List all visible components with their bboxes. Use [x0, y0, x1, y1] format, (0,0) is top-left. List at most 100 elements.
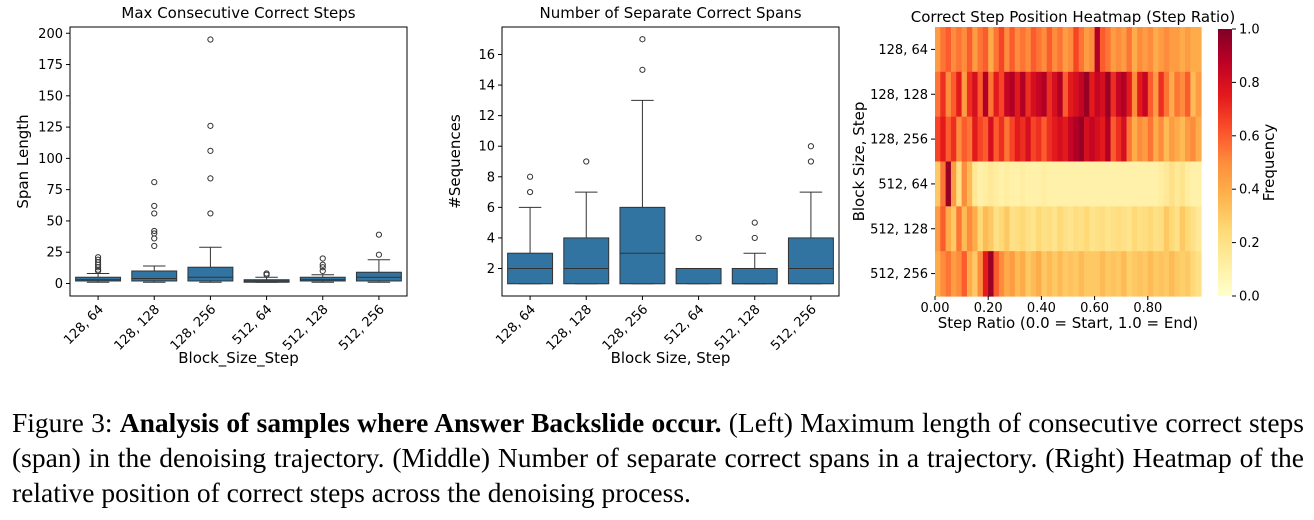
colorbar-label: Frequency — [1260, 124, 1278, 202]
heatmap-cell — [1073, 27, 1080, 73]
caption-bold: Analysis of samples where Answer Backsli… — [119, 407, 722, 438]
heatmap-cell — [935, 161, 941, 207]
heatmap-cell — [950, 27, 957, 73]
heatmap-cell — [1163, 161, 1170, 207]
box — [619, 206, 666, 285]
colorbar-tick-label: 0.6 — [1239, 129, 1260, 144]
heatmap-cell — [1190, 116, 1197, 163]
heatmap-cell — [1126, 206, 1133, 252]
heatmap-cell — [1142, 71, 1149, 118]
heatmap-cell — [1025, 71, 1032, 118]
x-tick-label: 0.20 — [974, 301, 1003, 316]
heatmap-cell — [1131, 116, 1138, 163]
y-tick-label: 50 — [46, 214, 63, 229]
heatmap-cell — [1094, 251, 1101, 297]
heatmap-cell — [1036, 71, 1042, 118]
outlier-point — [207, 36, 214, 43]
heatmap-cell — [1052, 116, 1058, 163]
y-tick-label: 25 — [46, 246, 63, 261]
y-axis-label: Span Length — [14, 114, 32, 208]
heatmap-cell — [1099, 27, 1106, 73]
heatmap-cell — [1158, 161, 1165, 207]
heatmap-cell — [1036, 161, 1042, 207]
heatmap-cell — [1089, 206, 1096, 252]
x-tick-label: 512, 128 — [712, 302, 764, 354]
outlier-point — [151, 227, 158, 235]
heatmap-cell — [1147, 206, 1154, 252]
heatmap-cell — [1153, 161, 1160, 207]
outlier-point — [151, 230, 158, 237]
outlier-point — [151, 179, 158, 186]
heatmap-cell — [1025, 206, 1032, 252]
x-tick-label: 512, 64 — [230, 302, 276, 348]
heatmap-cell — [982, 161, 989, 207]
heatmap-cell — [1089, 27, 1096, 73]
heatmap-cell — [935, 251, 941, 297]
x-tick-label: 128, 128 — [544, 302, 596, 354]
heatmap-cell — [1105, 27, 1112, 73]
heatmap-cell — [1110, 71, 1117, 118]
chart-title: Correct Step Position Heatmap (Step Rati… — [911, 8, 1235, 26]
heatmap-cell — [945, 161, 952, 207]
heatmap-cell — [1046, 161, 1053, 207]
heatmap-cell — [982, 116, 989, 163]
heatmap-cell — [950, 71, 957, 118]
heatmap-cell — [956, 116, 963, 163]
heatmap-cell — [982, 27, 989, 73]
heatmap-cell — [1142, 161, 1149, 207]
heatmap-cell — [1062, 27, 1069, 73]
outlier-point — [207, 147, 214, 154]
heatmap-cell — [935, 71, 941, 118]
x-tick-label: 0.80 — [1133, 301, 1162, 316]
heatmap-cell — [1057, 251, 1064, 297]
caption-text: (Left) Maximum length of consecutive cor… — [12, 407, 1304, 508]
heatmap-cell — [1131, 206, 1138, 252]
box — [787, 237, 834, 285]
heatmap-cell — [966, 71, 973, 118]
heatmap-cell — [1020, 27, 1027, 73]
heatmap-cell — [1078, 27, 1085, 73]
heatmap-cell — [1004, 27, 1011, 73]
heatmap-cell — [988, 251, 995, 297]
heatmap-cell — [1057, 116, 1064, 163]
heatmap-cell — [1105, 206, 1112, 252]
heatmap-cell — [1174, 116, 1181, 163]
heatmap-cell — [1110, 161, 1117, 207]
x-tick-label: 512, 256 — [336, 302, 388, 354]
y-tick-label: 200 — [38, 27, 63, 42]
heatmap-cell — [998, 251, 1005, 297]
box — [299, 276, 346, 282]
outlier-point — [751, 219, 758, 226]
heatmap-cell — [940, 206, 947, 252]
heatmap-cell — [1142, 116, 1149, 163]
caption-label: Figure 3: — [12, 407, 113, 438]
heatmap-cell — [1078, 206, 1085, 252]
heatmap-cell — [1030, 161, 1037, 207]
heatmap-cell — [1110, 27, 1117, 73]
heatmap-cell — [966, 206, 973, 252]
heatmap-cell — [1131, 251, 1138, 297]
heatmap-cell — [1174, 71, 1181, 118]
heatmap-cell — [1195, 251, 1202, 297]
heatmap-cell — [998, 27, 1005, 73]
outlier-point — [526, 173, 534, 180]
heatmap-cell — [1062, 161, 1069, 207]
heatmap-cell — [1099, 206, 1106, 252]
axes-frame — [501, 26, 840, 297]
heatmap-cell — [1004, 161, 1011, 207]
heatmap-cell — [1169, 251, 1175, 297]
heatmap-cell — [1062, 251, 1069, 297]
y-tick-label: 150 — [38, 89, 63, 104]
heatmap-cell — [1052, 161, 1058, 207]
heatmap-cell — [1009, 161, 1016, 207]
outlier-point — [807, 143, 815, 150]
heatmap-cell — [977, 71, 984, 118]
heatmap-cell — [988, 116, 995, 163]
y-tick-label: 175 — [38, 58, 63, 73]
heatmap-cell — [1099, 71, 1106, 118]
y-tick-label: 512, 128 — [870, 222, 928, 237]
outlier-point — [375, 231, 383, 238]
heatmap-cell — [1169, 116, 1175, 163]
colorbar-tick-label: 0.8 — [1239, 76, 1260, 91]
heatmap-cell — [1052, 251, 1058, 297]
